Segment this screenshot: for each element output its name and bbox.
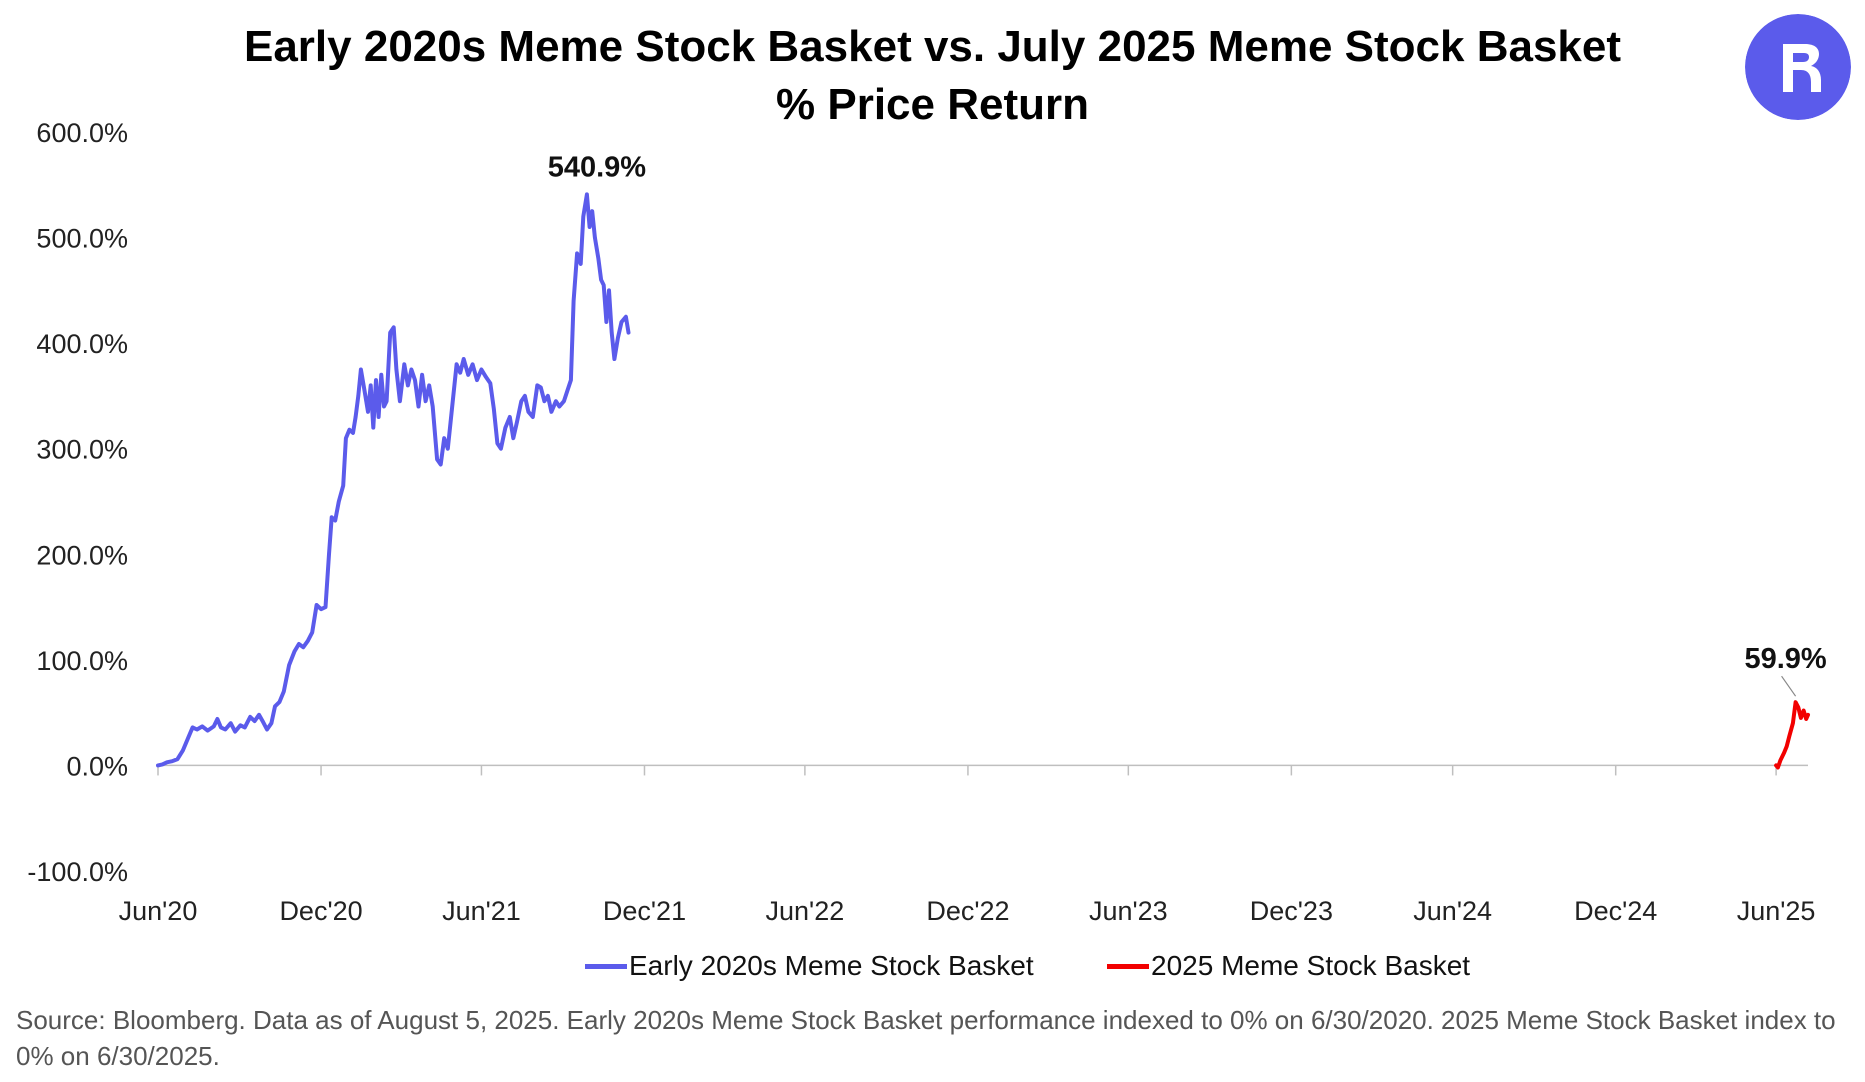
x-tick-label: Jun'21 — [442, 896, 521, 926]
y-tick-label: 600.0% — [36, 118, 128, 148]
legend-swatch — [585, 963, 627, 969]
x-tick-label: Dec'20 — [279, 896, 362, 926]
x-tick-label: Jun'22 — [766, 896, 845, 926]
x-tick-label: Jun'23 — [1089, 896, 1168, 926]
series-line-0 — [156, 192, 631, 768]
x-tick-label: Jun'20 — [119, 896, 198, 926]
y-tick-label: -100.0% — [27, 857, 128, 887]
x-tick-label: Jun'24 — [1413, 896, 1492, 926]
source-note: Source: Bloomberg. Data as of August 5, … — [16, 1005, 1836, 1071]
x-tick-label: Dec'21 — [603, 896, 686, 926]
series-line-1 — [1774, 700, 1810, 770]
series-layer — [156, 192, 1810, 770]
annotation-label-1: 59.9% — [1744, 643, 1826, 675]
y-tick-label: 200.0% — [36, 540, 128, 570]
y-tick-label: 100.0% — [36, 646, 128, 676]
x-tick-label: Jun'25 — [1737, 896, 1816, 926]
y-tick-label: 0.0% — [66, 751, 128, 781]
legend-label: Early 2020s Meme Stock Basket — [629, 950, 1034, 981]
y-tick-label: 300.0% — [36, 435, 128, 465]
chart-title: Early 2020s Meme Stock Basket vs. July 2… — [243, 22, 1622, 71]
x-tick-label: Dec'22 — [926, 896, 1009, 926]
brand-logo-icon — [1745, 14, 1851, 120]
legend-item-early-2020s: Early 2020s Meme Stock Basket — [585, 950, 1034, 982]
annotation-layer: 540.9% 59.9% — [548, 151, 1827, 697]
x-axis: Jun'20 Dec'20 Jun'21 Dec'21 Jun'22 Dec'22 Jun'… — [119, 764, 1816, 926]
legend-item-2025: 2025 Meme Stock Basket — [1107, 950, 1470, 982]
annotation-leader — [1781, 675, 1797, 697]
x-tick-label: Dec'24 — [1574, 896, 1657, 926]
y-axis: 600.0% 500.0% 400.0% 300.0% 200.0% 100.0% 0.0%… — [27, 118, 128, 887]
chart-legend: Early 2020s Meme Stock Basket 2025 Meme … — [0, 950, 1865, 990]
y-tick-label: 500.0% — [36, 224, 128, 254]
x-tick-label: Dec'23 — [1250, 896, 1333, 926]
legend-swatch — [1107, 963, 1149, 969]
y-tick-label: 400.0% — [36, 329, 128, 359]
legend-label: 2025 Meme Stock Basket — [1151, 950, 1471, 981]
chart-subtitle: % Price Return — [776, 80, 1089, 129]
annotation-label-0: 540.9% — [548, 151, 647, 183]
